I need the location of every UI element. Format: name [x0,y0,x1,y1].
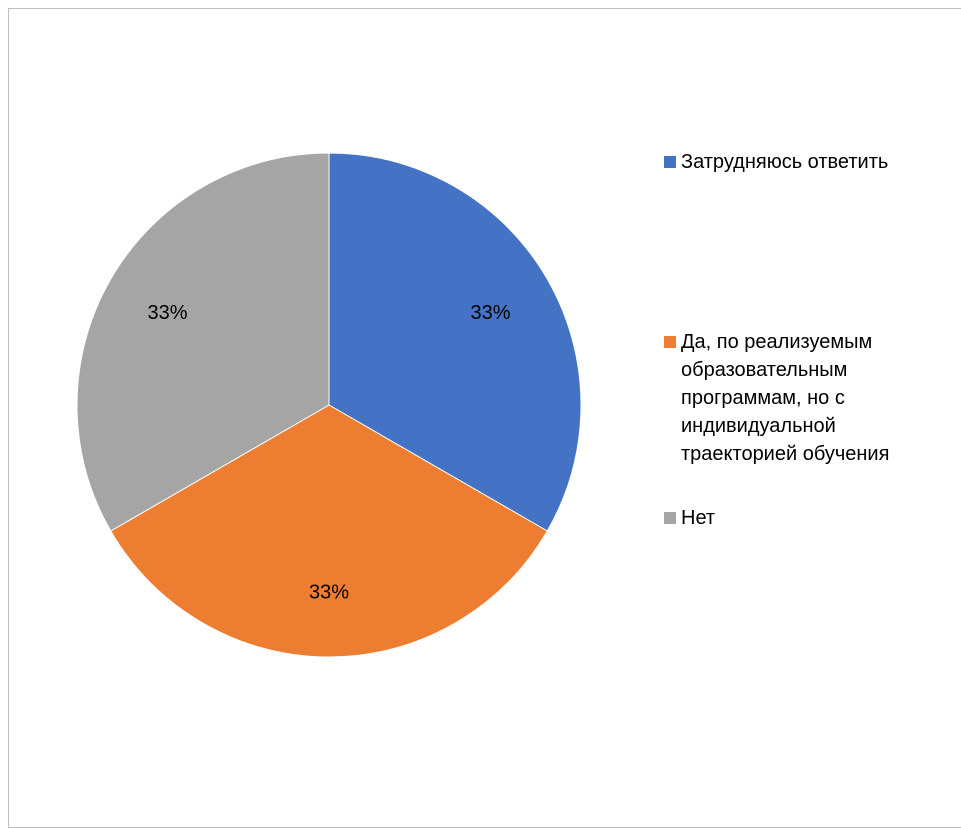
pie-chart: 33% 33% 33% [76,152,582,658]
legend-label-2: Нет [681,507,716,529]
legend-item-0: Затрудняюсь ответить [664,148,951,176]
pie-data-label-2: 33% [147,302,187,324]
pie-slice-2 [76,152,330,532]
legend-label-0: Затрудняюсь ответить [681,151,889,173]
pie-slice-1 [110,404,548,658]
pie-slices [76,152,582,658]
pie-data-label-0: 33% [470,302,510,324]
legend-swatch-2 [664,512,676,524]
legend-item-2: Нет [664,504,951,532]
pie-data-labels: 33% 33% 33% [147,302,510,604]
pie-slice-0 [328,152,582,532]
legend-item-1: Да, по реализуемым образовательным прогр… [664,328,951,468]
pie-data-label-1: 33% [309,581,349,603]
legend-label-1: Да, по реализуемым образовательным прогр… [681,331,890,465]
legend-swatch-1 [664,336,676,348]
legend-swatch-0 [664,156,676,168]
